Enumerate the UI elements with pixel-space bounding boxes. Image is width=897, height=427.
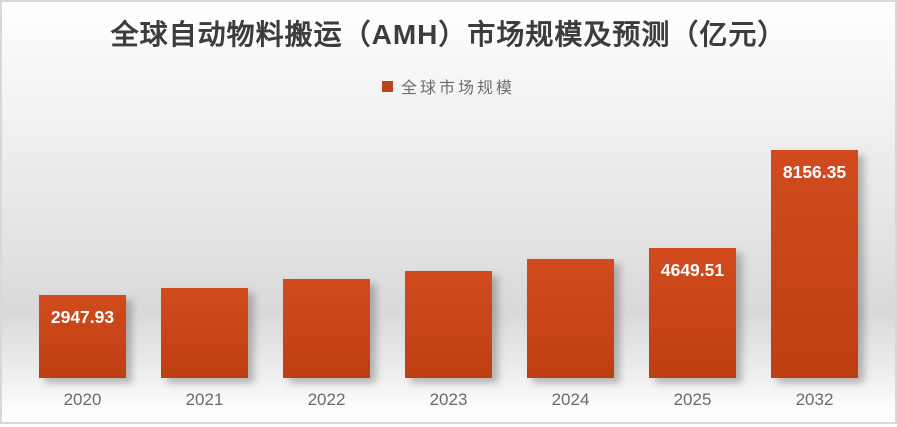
bar-column: 2947.93 <box>39 295 126 378</box>
x-axis-label: 2023 <box>429 390 468 409</box>
bar <box>527 259 614 378</box>
plot-area: 2947.93 4649.51 8156.35 <box>2 105 895 378</box>
bar-column <box>161 288 248 378</box>
x-axis-label: 2024 <box>551 390 590 409</box>
x-axis: 2020 2021 2022 2023 2024 2025 2032 <box>2 378 895 422</box>
legend: 全球市场规模 <box>2 77 895 97</box>
bar-value-label: 2947.93 <box>50 307 115 327</box>
bar: 2947.93 <box>39 295 126 378</box>
bar <box>161 288 248 378</box>
bar <box>283 279 370 378</box>
bar <box>405 271 492 378</box>
chart-title: 全球自动物料搬运（AMH）市场规模及预测（亿元） <box>110 19 787 50</box>
bar-column <box>405 271 492 378</box>
bar: 8156.35 <box>771 150 858 378</box>
x-axis-label: 2032 <box>795 390 834 409</box>
bar-value-label: 8156.35 <box>782 162 847 182</box>
legend-label: 全球市场规模 <box>400 80 515 97</box>
bar-column: 4649.51 <box>649 248 736 378</box>
x-axis-label: 2022 <box>307 390 346 409</box>
bar-column <box>283 279 370 378</box>
bar-column <box>527 259 614 378</box>
x-axis-label: 2025 <box>673 390 712 409</box>
legend-swatch-icon <box>381 80 393 92</box>
bar-column: 8156.35 <box>771 150 858 378</box>
x-axis-label: 2020 <box>63 390 102 409</box>
bar-value-label: 4649.51 <box>660 260 725 280</box>
bar: 4649.51 <box>649 248 736 378</box>
x-axis-label: 2021 <box>185 390 224 409</box>
